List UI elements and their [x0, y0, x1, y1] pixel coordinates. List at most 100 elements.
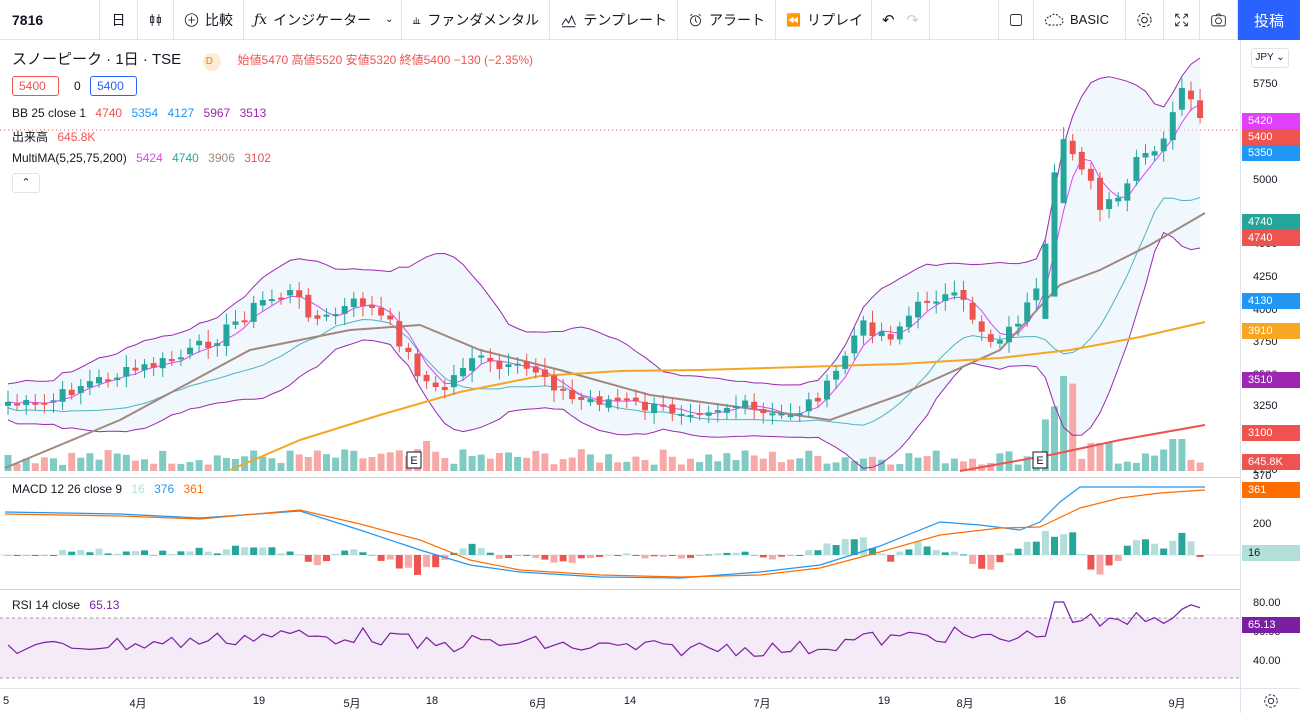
- candle-body: [469, 358, 476, 371]
- candle-body: [141, 364, 148, 371]
- time-tick: 19: [877, 695, 891, 707]
- macd-histogram-bar: [40, 555, 48, 556]
- compare-button[interactable]: 比較: [174, 0, 244, 40]
- volume-bar: [131, 460, 139, 471]
- macd-histogram-bar: [787, 555, 795, 556]
- axis-settings-button[interactable]: [1240, 688, 1300, 713]
- chart-type-button[interactable]: [138, 0, 174, 40]
- macd-histogram-bar: [541, 555, 549, 560]
- interval-button[interactable]: 日: [100, 0, 138, 40]
- bb-legend[interactable]: BB 25 close 1 4740 5354 4127 5967 3513: [12, 106, 272, 120]
- volume-bar: [677, 464, 685, 471]
- price-tick: 5750: [1253, 78, 1278, 90]
- bb-lower-line: [7, 231, 1201, 469]
- select-layout-button[interactable]: [998, 0, 1034, 40]
- fullscreen-button[interactable]: [1164, 0, 1200, 40]
- macd-legend[interactable]: MACD 12 26 close 9 16 376 361: [12, 482, 210, 496]
- macd-line: [4, 486, 1205, 579]
- price-label: 4740: [1242, 230, 1300, 246]
- price-label: 4740: [1242, 214, 1300, 230]
- candle-body: [1124, 183, 1131, 201]
- macd-histogram-bar: [204, 551, 212, 555]
- volume-bar: [732, 460, 740, 471]
- alert-button[interactable]: アラート: [678, 0, 776, 40]
- symbol-search[interactable]: 7816: [0, 0, 100, 40]
- layout-name-button[interactable]: BASIC: [1034, 0, 1126, 40]
- macd-histogram-bar: [841, 539, 849, 555]
- candle-body: [5, 401, 11, 406]
- replay-label: リプレイ: [806, 11, 863, 28]
- macd-histogram-bar: [687, 555, 694, 558]
- macd-histogram-bar: [350, 549, 358, 555]
- candle-body: [1087, 168, 1094, 181]
- undo-icon[interactable]: ↶: [882, 11, 895, 29]
- candles-icon: [150, 13, 161, 26]
- multima-legend[interactable]: MultiMA(5,25,75,200) 5424 4740 3906 3102: [12, 151, 277, 165]
- candle-body: [842, 355, 849, 369]
- candle-body: [359, 298, 366, 307]
- publish-button[interactable]: 投稿: [1238, 0, 1300, 40]
- replay-button[interactable]: ⏪ リプレイ: [776, 0, 872, 40]
- sell-button[interactable]: 5400: [12, 76, 59, 96]
- collapse-legend-button[interactable]: ⌃: [12, 173, 40, 193]
- volume-legend[interactable]: 出来高 645.8K: [12, 128, 101, 145]
- candle-body: [287, 290, 294, 296]
- square-icon: [1010, 13, 1022, 26]
- macd-histogram-bar: [614, 555, 622, 556]
- candle-body: [523, 361, 530, 369]
- settings-button[interactable]: [1126, 0, 1164, 40]
- bb-upper: 5354: [131, 106, 159, 120]
- pane-separator-rsi[interactable]: [0, 589, 1240, 590]
- volume-bar: [1142, 453, 1149, 471]
- candle-body: [214, 343, 221, 346]
- volume-bar: [869, 456, 876, 471]
- volume-bar: [395, 450, 403, 471]
- macd-histogram-bar: [323, 555, 330, 562]
- volume-bar: [68, 452, 76, 471]
- macd-histogram-bar: [1014, 548, 1022, 555]
- macd-histogram-bar: [978, 555, 986, 569]
- time-axis[interactable]: 5 4月 19 5月 18 6月 14 7月 19 8月 16 9月: [0, 688, 1240, 713]
- volume-bar: [668, 456, 676, 471]
- interval-label: 日: [111, 11, 126, 28]
- macd-histogram-bar: [741, 551, 749, 555]
- macd-histogram-bar: [586, 555, 594, 558]
- price-axis[interactable]: JPY ⌄ 5750500045004250400037503500325030…: [1240, 40, 1300, 688]
- candle-body: [660, 404, 667, 407]
- macd-histogram-bar: [577, 555, 585, 559]
- alert-label: アラート: [709, 11, 765, 28]
- macd-histogram-bar: [823, 543, 831, 555]
- rsi-tick: 80.00: [1253, 597, 1281, 609]
- candle-body: [778, 413, 785, 416]
- buy-button[interactable]: 5400: [90, 76, 137, 96]
- macd-histogram-bar: [168, 553, 176, 555]
- macd-histogram-bar: [969, 555, 977, 564]
- time-tick: 7月: [753, 698, 771, 710]
- macd-histogram-bar: [696, 555, 704, 556]
- publish-label: 投稿: [1253, 12, 1284, 30]
- macd-histogram-bar: [1060, 534, 1068, 555]
- price-label: 5420: [1242, 113, 1300, 129]
- fundamentals-button[interactable]: ファンダメンタル: [402, 0, 550, 40]
- candle-body: [733, 406, 739, 409]
- candle-body: [460, 367, 466, 377]
- redo-icon[interactable]: ↷: [906, 11, 919, 29]
- templates-button[interactable]: テンプレート: [550, 0, 678, 40]
- indicators-button[interactable]: ƒx インジケーター ⌄: [244, 0, 402, 40]
- candle-body: [514, 363, 521, 366]
- snapshot-button[interactable]: [1200, 0, 1238, 40]
- macd-histogram-bar: [659, 555, 667, 557]
- currency-button[interactable]: JPY ⌄: [1251, 48, 1289, 68]
- cloud-icon: [1045, 13, 1064, 25]
- delay-badge-text: D: [205, 56, 213, 67]
- candle-body: [1169, 112, 1176, 141]
- candle-body: [760, 409, 767, 414]
- earnings-marker-text: E: [410, 455, 417, 467]
- macd-histogram-bar: [195, 547, 203, 555]
- pane-separator-macd[interactable]: [0, 477, 1240, 478]
- bb-upper2: 5967: [203, 106, 231, 120]
- volume-bar: [159, 450, 167, 471]
- rsi-legend[interactable]: RSI 14 close 65.13: [12, 598, 125, 612]
